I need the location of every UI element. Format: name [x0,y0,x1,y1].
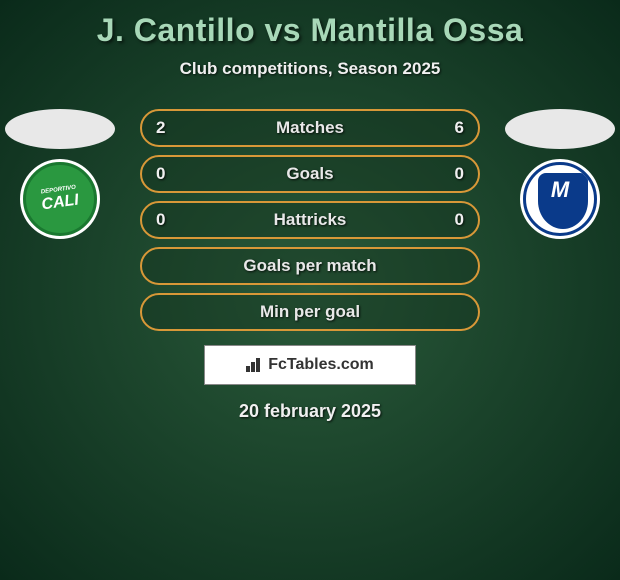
player-right-photo [505,109,615,149]
brand-attribution: FcTables.com [204,345,416,385]
stat-left-value: 0 [156,210,176,230]
player-right-column: M [500,109,620,239]
stat-label: Goals per match [243,256,376,276]
stat-row-goals-per-match: Goals per match [140,247,480,285]
stat-left-value: 0 [156,164,176,184]
club-badge-left: DEPORTIVO CALI [20,159,100,239]
subtitle: Club competitions, Season 2025 [0,59,620,79]
stat-row-goals: 0 Goals 0 [140,155,480,193]
stat-label: Min per goal [260,302,360,322]
millonarios-badge: M [523,162,597,236]
stat-row-hattricks: 0 Hattricks 0 [140,201,480,239]
stat-left-value: 2 [156,118,176,138]
player-left-photo [5,109,115,149]
page-title: J. Cantillo vs Mantilla Ossa [0,0,620,49]
chart-icon [246,358,264,372]
comparison-content: DEPORTIVO CALI M 2 Matches 6 0 Goals 0 0 [0,109,620,422]
deportivo-cali-badge: DEPORTIVO CALI [23,162,97,236]
stat-label: Matches [276,118,344,138]
stat-right-value: 0 [444,210,464,230]
stat-label: Goals [286,164,333,184]
stat-right-value: 6 [444,118,464,138]
stats-table: 2 Matches 6 0 Goals 0 0 Hattricks 0 Goal… [140,109,480,331]
stat-label: Hattricks [274,210,347,230]
stat-right-value: 0 [444,164,464,184]
stat-row-matches: 2 Matches 6 [140,109,480,147]
badge-text: DEPORTIVO CALI [40,185,80,214]
club-badge-right: M [520,159,600,239]
stat-row-min-per-goal: Min per goal [140,293,480,331]
player-left-column: DEPORTIVO CALI [0,109,120,239]
brand-text: FcTables.com [268,356,374,374]
date-label: 20 february 2025 [0,401,620,422]
